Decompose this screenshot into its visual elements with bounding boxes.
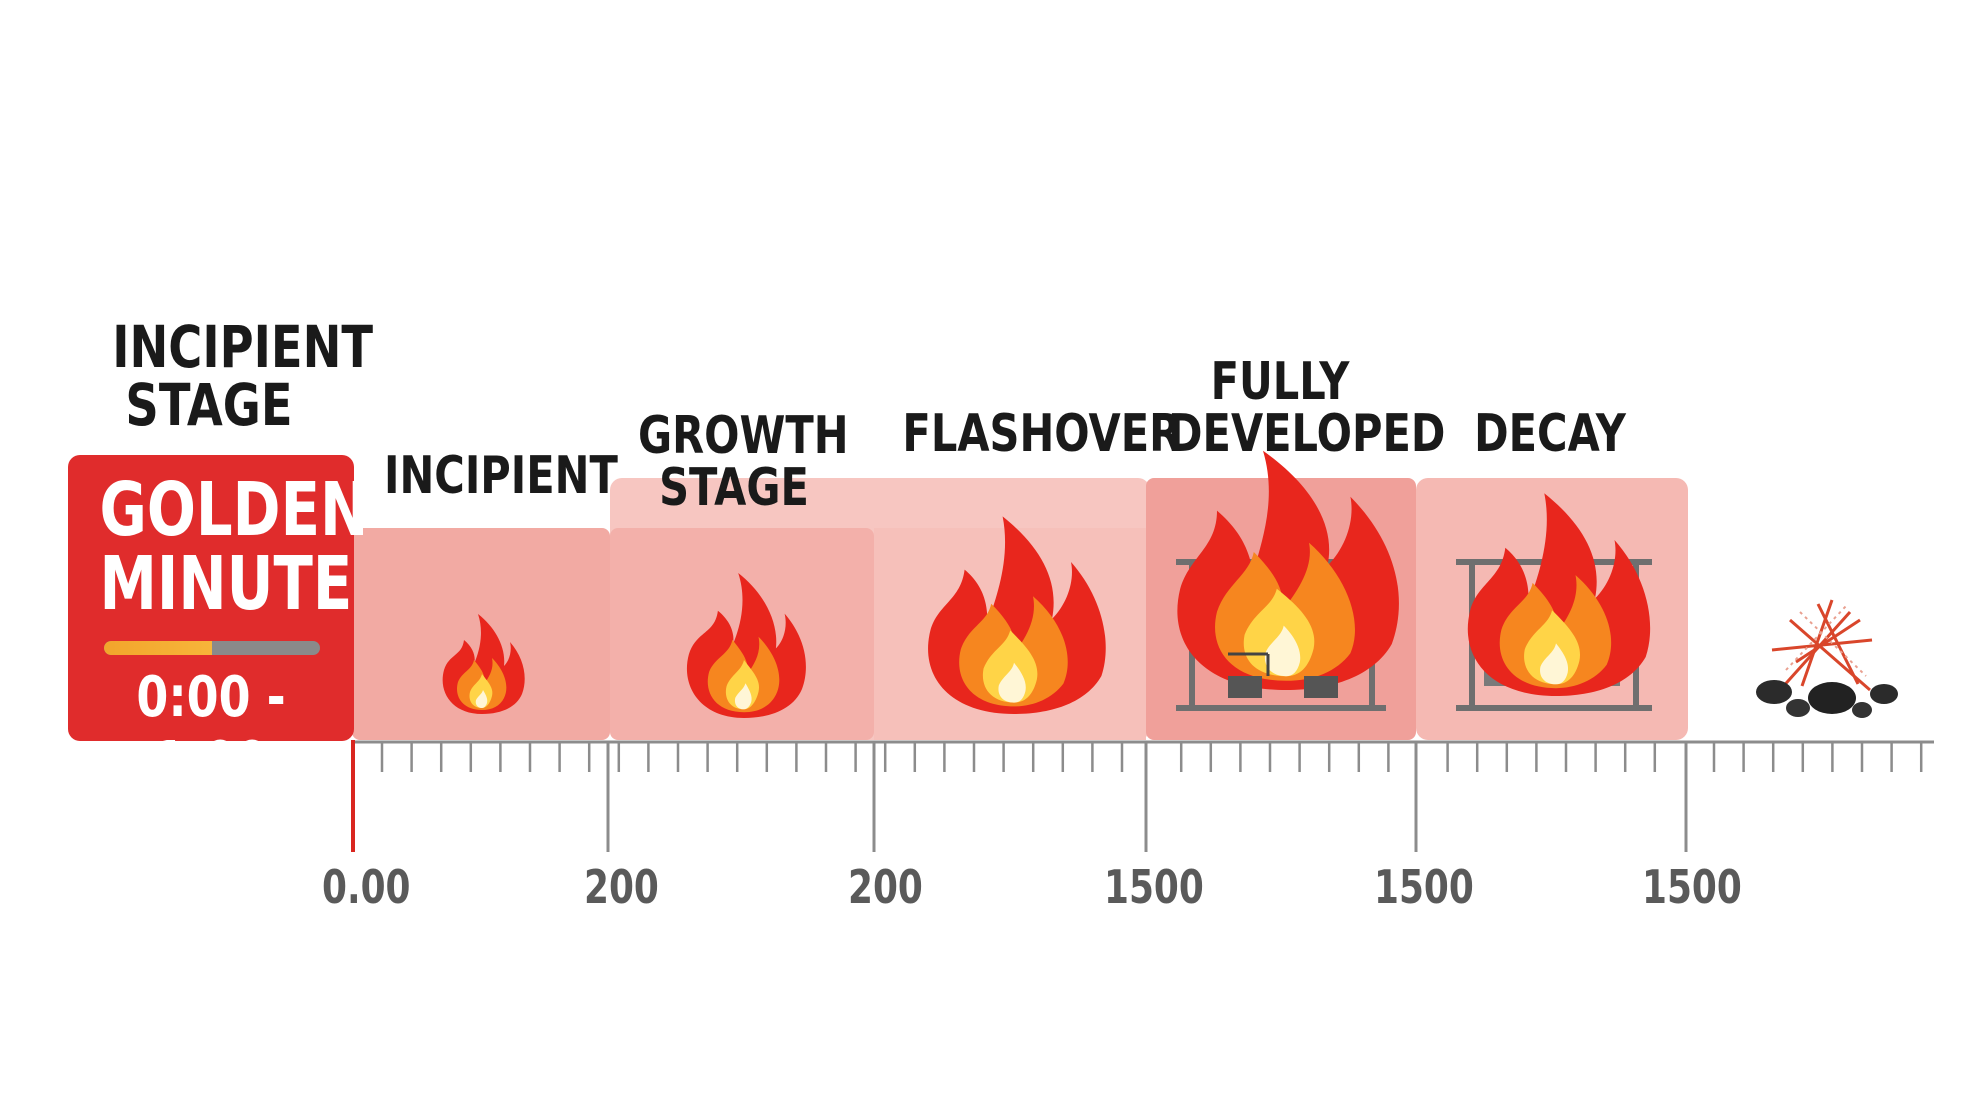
stage-label-growth-line1: GROWTH <box>638 406 849 466</box>
golden-minute-progress-bar <box>104 641 320 655</box>
axis-label-2: 200 <box>848 860 923 914</box>
axis-label-0: 0.00 <box>322 860 411 914</box>
stage-label-fully-developed-line1: FULLY <box>1210 352 1350 412</box>
incipient-stage-heading-line1: INCIPIENT <box>112 313 374 381</box>
timeline-axis <box>352 740 1934 852</box>
golden-minute-time: 0:00 - 1:00 <box>136 665 286 795</box>
burning-room-icon <box>1176 450 1399 711</box>
incipient-stage-heading-line2: STAGE <box>125 371 293 439</box>
decaying-room-fire-icon <box>1456 493 1652 711</box>
stage-label-flashover-line1: FLASHOVER <box>902 404 1182 464</box>
stage-label-decay-line1: DECAY <box>1474 404 1626 464</box>
golden-minute-progress-fill <box>104 641 212 655</box>
golden-minute-title: GOLDEN MINUTE <box>99 467 369 627</box>
axis-label-4: 1500 <box>1374 860 1474 914</box>
axis-label-3: 1500 <box>1104 860 1204 914</box>
embers-ash-icon <box>1756 599 1898 718</box>
stage-label-growth: GROWTH STAGE <box>638 406 849 518</box>
large-flame-icon <box>928 516 1106 714</box>
stage-label-decay: DECAY <box>1454 408 1646 460</box>
stage-label-fully-developed: FULLY DEVELOPED <box>1168 352 1446 464</box>
golden-title-line1: GOLDEN <box>99 467 369 553</box>
stage-label-flashover: FLASHOVER <box>902 404 1182 464</box>
golden-minute-card: GOLDEN MINUTE 0:00 - 1:00 <box>68 455 369 795</box>
stage-label-incipient: INCIPIENT <box>384 446 618 506</box>
medium-flame-icon <box>686 573 806 718</box>
incipient-stage-heading: INCIPIENT STAGE <box>112 313 374 439</box>
stage-label-growth-line2: STAGE <box>659 458 809 518</box>
small-flame-icon <box>442 614 525 714</box>
golden-title-line2: MINUTE <box>99 541 353 627</box>
axis-label-1: 200 <box>584 860 659 914</box>
axis-label-5: 1500 <box>1642 860 1742 914</box>
stage-label-incipient-line1: INCIPIENT <box>384 446 618 506</box>
stage-label-fully-developed-line2: DEVELOPED <box>1168 404 1446 464</box>
